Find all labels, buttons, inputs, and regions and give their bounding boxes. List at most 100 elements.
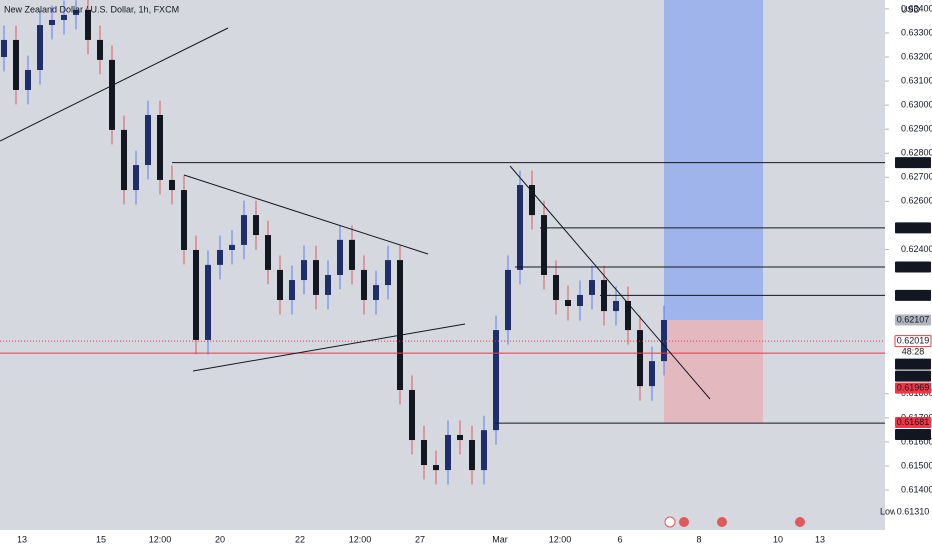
candle-body <box>97 39 103 60</box>
candle-body <box>661 319 667 362</box>
candle-body <box>277 269 283 301</box>
position-target <box>664 0 763 320</box>
x-tick-label: 12:00 <box>349 534 372 544</box>
price-tag <box>895 222 931 234</box>
price-tag-label: 0.61678 <box>897 429 930 439</box>
countdown: 48:28 <box>902 347 925 357</box>
candle-body <box>373 285 379 301</box>
plot-area <box>0 0 885 485</box>
event-icon <box>717 517 727 527</box>
candle-body <box>637 330 643 387</box>
candle-body <box>253 215 259 236</box>
price-tag <box>895 314 931 326</box>
candle-body <box>577 294 583 307</box>
candle-body <box>193 249 199 340</box>
y-tick-label: 0.63200 <box>901 51 932 61</box>
price-tag <box>894 335 932 348</box>
y-tick-label: 0.63000 <box>901 100 932 110</box>
candle-body <box>337 239 343 275</box>
price-tag <box>895 428 931 440</box>
candle-body <box>289 280 295 301</box>
trend-line <box>0 27 229 142</box>
candle-body <box>469 440 475 471</box>
candle-body <box>529 185 535 216</box>
candle-body <box>61 14 67 20</box>
y-tick-label: 0.62600 <box>901 196 932 206</box>
position-stop <box>664 319 763 423</box>
event-icon <box>664 516 676 528</box>
x-tick-label: 20 <box>215 534 225 544</box>
candle-body <box>517 185 523 270</box>
candle-body <box>565 300 571 307</box>
price-tag-label: 0.62002 <box>897 359 930 369</box>
candle-body <box>109 59 115 130</box>
y-tick-label: 0.63100 <box>901 75 932 85</box>
y-tick-label: 0.61500 <box>901 460 932 470</box>
trend-line <box>183 174 429 255</box>
candle-body <box>553 274 559 301</box>
candle-body <box>49 19 55 26</box>
candle-body <box>301 260 307 281</box>
x-tick-label: 13 <box>17 534 27 544</box>
price-tag-label: 0.62107 <box>897 314 930 324</box>
candle-body <box>13 39 19 90</box>
price-tag-label: 0.62761 <box>897 157 930 167</box>
x-tick-label: 22 <box>295 534 305 544</box>
chart-title: New Zealand Dollar / U.S. Dollar, 1h, FX… <box>4 4 179 14</box>
price-tag-label: 0.61969 <box>897 383 930 393</box>
event-icon <box>795 517 805 527</box>
candle-body <box>445 434 451 471</box>
price-tag <box>895 416 931 428</box>
y-tick-label: 0.62800 <box>901 148 932 158</box>
candle-body <box>217 249 223 265</box>
candle-body <box>625 300 631 331</box>
candle-body <box>73 9 79 15</box>
y-tick-label: 0.63300 <box>901 27 932 37</box>
event-icon <box>679 517 689 527</box>
trend-line <box>509 165 711 400</box>
x-tick-label: 8 <box>696 534 701 544</box>
y-tick-label: 0.62700 <box>901 172 932 182</box>
y-tick-label: 0.63400 <box>901 3 932 13</box>
candle-body <box>361 269 367 301</box>
x-tick-label: 27 <box>415 534 425 544</box>
candle-body <box>613 300 619 312</box>
price-tag-label: 0.61681 <box>897 417 930 427</box>
candle-body <box>181 190 187 250</box>
price-tag-label: 0.62019 <box>897 336 930 346</box>
price-tag-label: 0.62327 <box>897 261 930 271</box>
y-tick-label: 0.61600 <box>901 436 932 446</box>
candle-body <box>121 129 127 191</box>
candle-body <box>133 165 139 191</box>
candle-body <box>205 264 211 340</box>
trend-line <box>192 323 466 372</box>
candle-body <box>25 70 31 90</box>
x-tick-label: 10 <box>773 534 783 544</box>
x-tick-label: 15 <box>96 534 106 544</box>
candle-body <box>505 269 511 331</box>
candle-body <box>37 25 43 71</box>
candle-body <box>325 274 331 295</box>
candle-body <box>349 239 355 270</box>
x-tick-label: 6 <box>617 534 622 544</box>
currency: USD <box>901 4 921 14</box>
low-box <box>895 506 931 518</box>
candle-body <box>481 430 487 471</box>
candle-body <box>433 465 439 471</box>
price-tag-label: 0.62490 <box>897 222 930 232</box>
drawings <box>0 27 711 400</box>
candle-body <box>85 9 91 40</box>
candle-body <box>1 39 7 58</box>
time-axis <box>0 530 885 550</box>
price-axis <box>885 0 932 550</box>
candle-body <box>241 215 247 245</box>
candle-body <box>169 179 175 191</box>
low-label: Low <box>880 506 897 516</box>
axis-labels: 0.63400 0.63300 0.63200 0.63100 0.63000 0.629… <box>17 3 932 544</box>
candle-body <box>265 235 271 270</box>
candle-body <box>649 361 655 387</box>
y-tick-label: 0.61400 <box>901 484 932 494</box>
price-tag <box>895 261 931 273</box>
